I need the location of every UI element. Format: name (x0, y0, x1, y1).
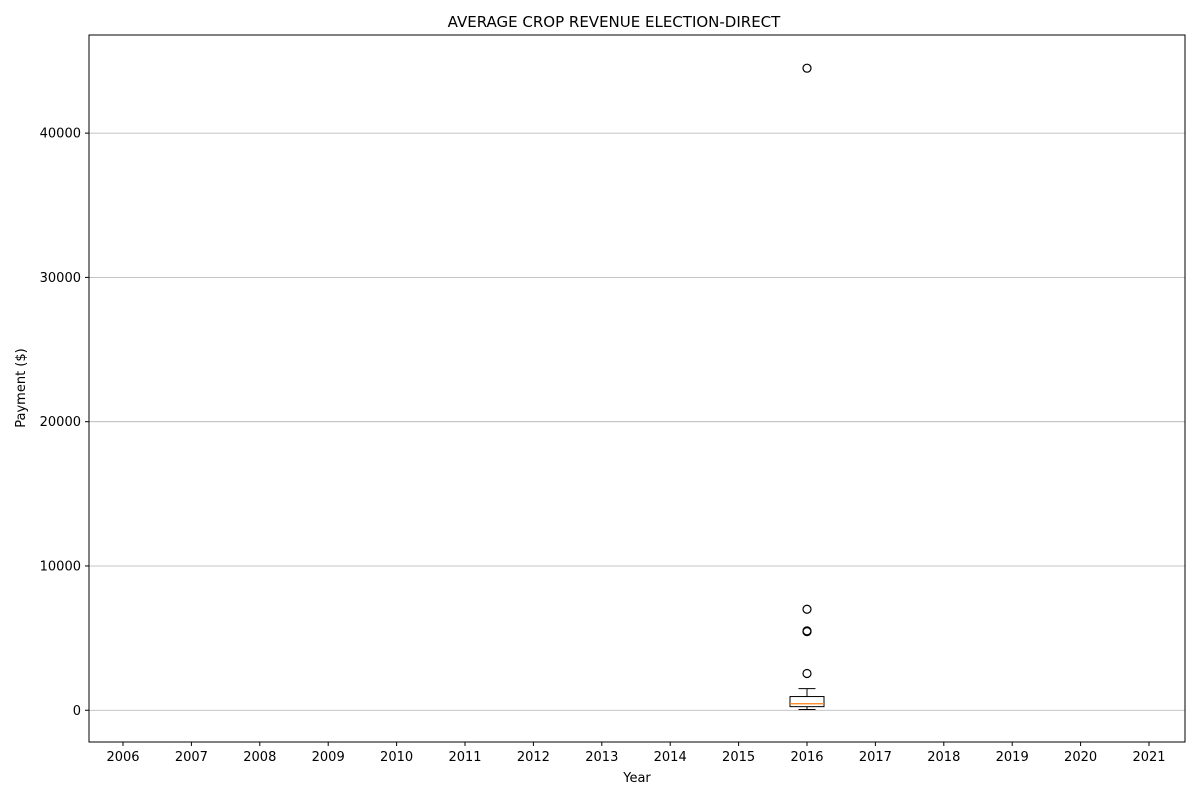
outlier-point (802, 604, 812, 614)
y-tick-label: 30000 (40, 271, 81, 286)
x-tick-label: 2016 (790, 750, 823, 765)
chart-title: AVERAGE CROP REVENUE ELECTION-DIRECT (448, 13, 781, 31)
x-tick-label: 2008 (243, 750, 276, 765)
x-tick-label: 2013 (585, 750, 618, 765)
x-tick-label: 2012 (517, 750, 550, 765)
y-axis-label: Payment ($) (14, 348, 29, 427)
axes-frame (88, 34, 1186, 743)
outlier-point (802, 626, 812, 636)
outlier-point (802, 668, 812, 679)
box-2016 (789, 63, 825, 711)
plot-area (789, 63, 825, 711)
y-tick-label: 0 (73, 704, 81, 719)
x-tick-label: 2014 (654, 750, 687, 765)
x-tick-label: 2021 (1132, 750, 1165, 765)
y-tick-label: 20000 (40, 415, 81, 430)
x-axis-ticks: 2006 2007 2008 2009 2010 2011 2012 2013 2014 2015… (106, 742, 1166, 765)
x-tick-label: 2017 (859, 750, 892, 765)
iqr-box (789, 696, 825, 708)
x-tick-label: 2011 (448, 750, 481, 765)
gridlines (89, 132, 1185, 711)
y-tick-label: 10000 (40, 559, 81, 574)
x-tick-label: 2018 (927, 750, 960, 765)
y-tick-label: 40000 (40, 127, 81, 142)
x-tick-label: 2015 (722, 750, 755, 765)
y-axis-ticks: 0 10000 20000 30000 40000 (40, 127, 89, 719)
x-tick-label: 2007 (175, 750, 208, 765)
outlier-point (802, 63, 812, 73)
x-tick-label: 2010 (380, 750, 413, 765)
x-tick-label: 2020 (1064, 750, 1097, 765)
x-tick-label: 2006 (106, 750, 139, 765)
x-axis-label: Year (622, 771, 651, 786)
x-tick-label: 2019 (996, 750, 1029, 765)
x-tick-label: 2009 (312, 750, 345, 765)
